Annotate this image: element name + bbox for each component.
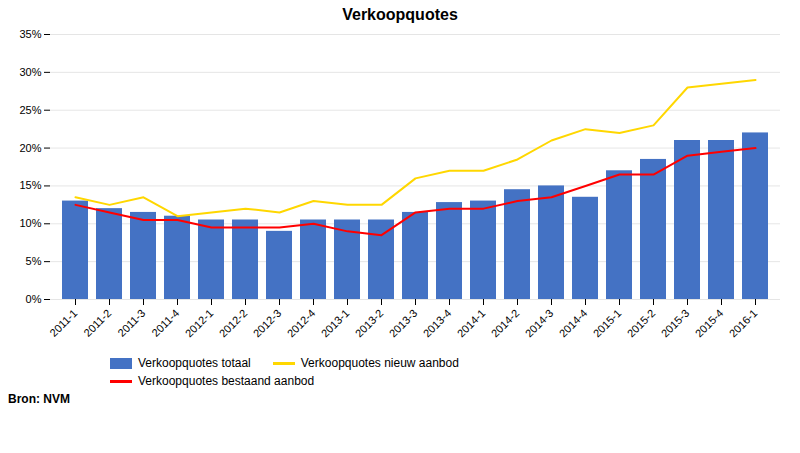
svg-text:2011-2: 2011-2 [81, 307, 113, 339]
svg-text:2015-4: 2015-4 [693, 307, 726, 340]
svg-text:2011-4: 2011-4 [149, 307, 181, 339]
svg-text:5%: 5% [26, 255, 42, 267]
svg-text:2013-4: 2013-4 [421, 307, 454, 340]
svg-text:0%: 0% [26, 293, 42, 305]
svg-text:2011-1: 2011-1 [47, 307, 79, 339]
html-text:Verkoopquotes totaal: Verkoopquotes totaal [138, 356, 251, 370]
svg-text:2013-3: 2013-3 [387, 307, 420, 340]
html-text:Verkoopquotes nieuw aanbod: Verkoopquotes nieuw aanbod [300, 356, 459, 370]
svg-text:2015-2: 2015-2 [625, 307, 658, 340]
svg-text:20%: 20% [19, 142, 41, 154]
svg-text:2016-1: 2016-1 [727, 307, 760, 340]
svg-text:2014-1: 2014-1 [455, 307, 488, 340]
svg-text:2012-2: 2012-2 [217, 307, 250, 340]
svg-text:10%: 10% [19, 217, 41, 229]
svg-text:30%: 30% [19, 66, 41, 78]
svg-text:2012-3: 2012-3 [251, 307, 284, 340]
svg-text:2013-2: 2013-2 [353, 307, 386, 340]
html-text:Verkoopquotes: Verkoopquotes [342, 6, 458, 23]
html-text:Verkoopquotes bestaand aanbod: Verkoopquotes bestaand aanbod [138, 374, 315, 388]
html-text:Bron: NVM: Bron: NVM [8, 392, 70, 406]
svg-text:2014-4: 2014-4 [557, 307, 590, 340]
svg-text:2012-4: 2012-4 [285, 307, 318, 340]
svg-text:2011-3: 2011-3 [115, 307, 147, 339]
svg-text:2013-1: 2013-1 [319, 307, 352, 340]
svg-text:2014-3: 2014-3 [523, 307, 556, 340]
svg-text:15%: 15% [19, 179, 41, 191]
svg-text:2015-3: 2015-3 [659, 307, 692, 340]
svg-text:2014-2: 2014-2 [489, 307, 522, 340]
svg-text:25%: 25% [19, 104, 41, 116]
svg-text:35%: 35% [19, 28, 41, 40]
svg-text:2012-1: 2012-1 [183, 307, 216, 340]
svg-text:2015-1: 2015-1 [591, 307, 624, 340]
